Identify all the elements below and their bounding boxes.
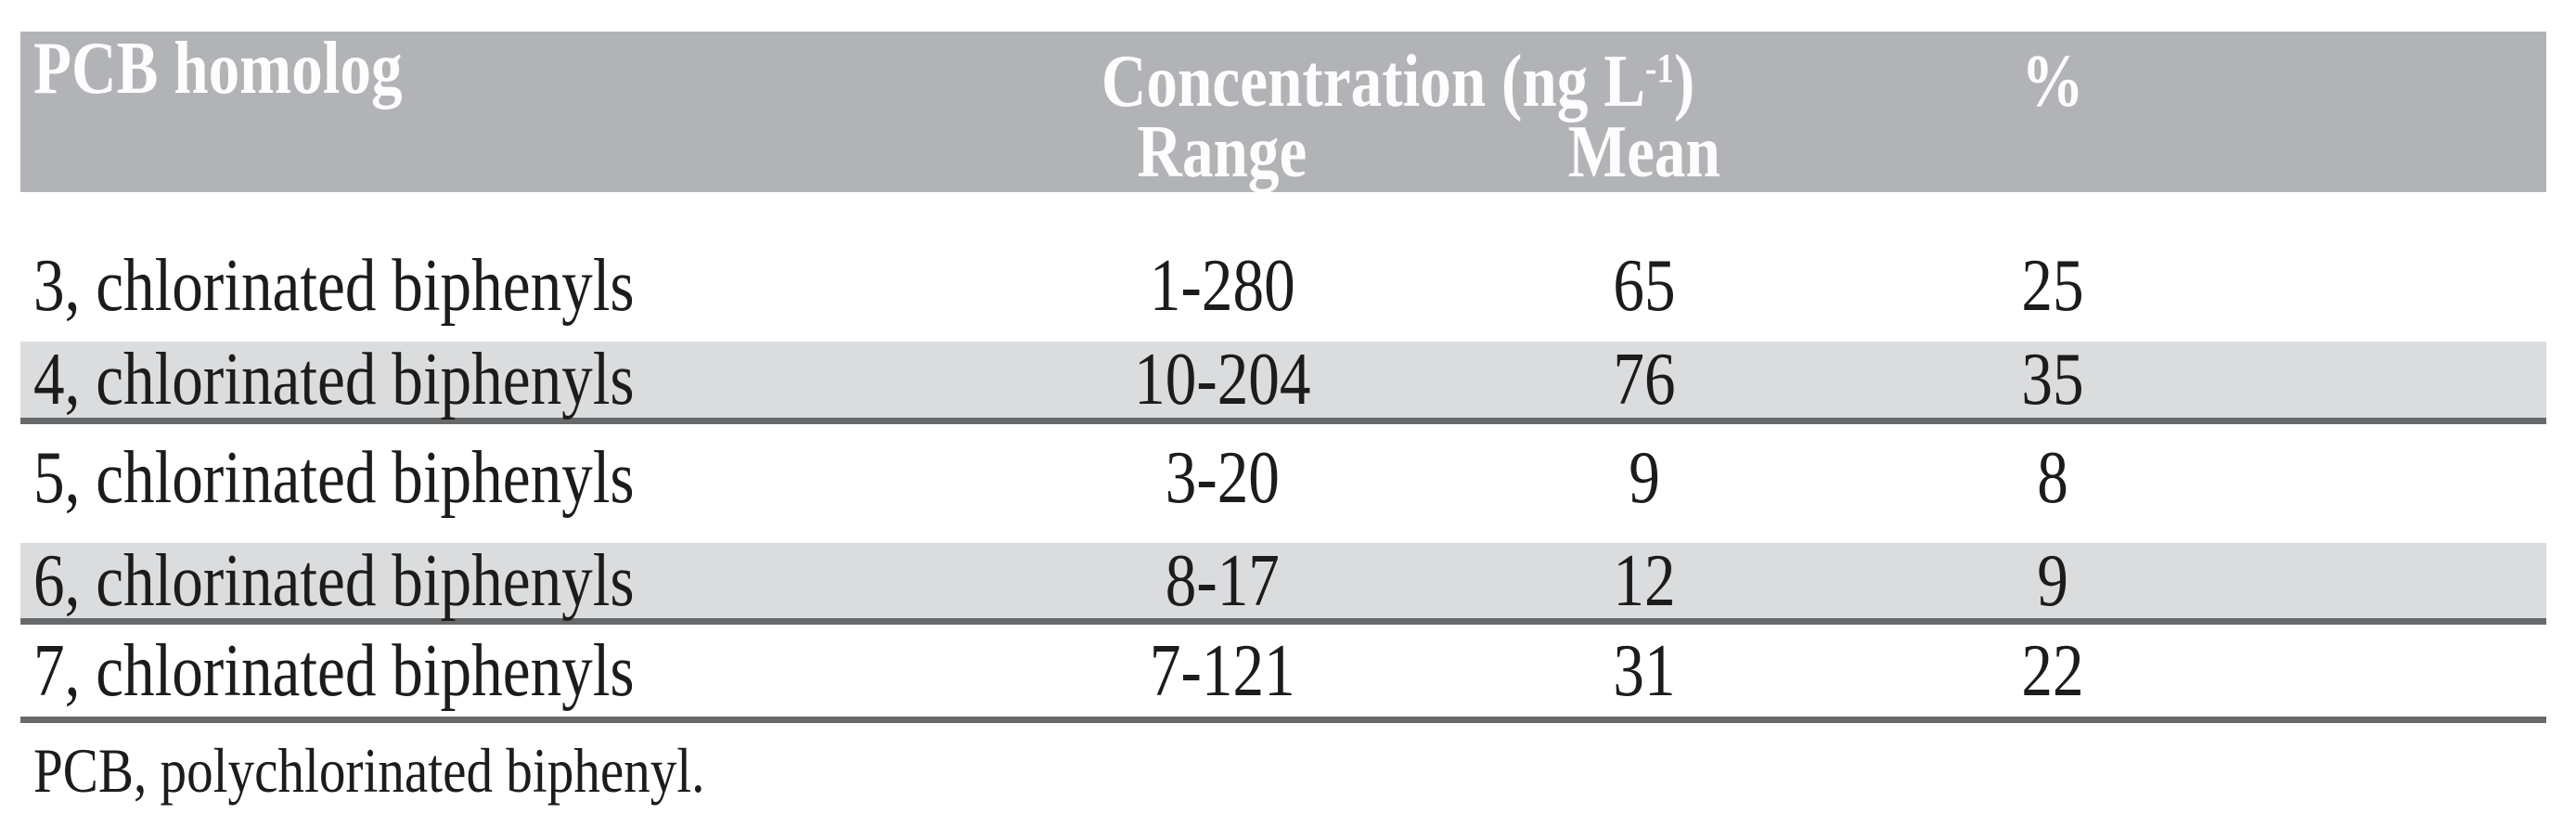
percent-value: 8 xyxy=(2037,437,2068,519)
concentration-unit-exponent: -1 xyxy=(1645,45,1675,91)
table-row: 6, chlorinated biphenyls 8-17 12 9 xyxy=(20,543,2546,625)
row-label: 4, chlorinated biphenyls xyxy=(33,339,635,420)
range-cell: 3-20 xyxy=(976,424,1468,543)
column-subheader-mean: Mean xyxy=(1468,115,1821,192)
spacer-cell xyxy=(2285,192,2546,342)
percent-cell: 35 xyxy=(1821,342,2285,418)
column-header-pcb-homolog: PCB homolog xyxy=(20,32,976,106)
percent-cell: 25 xyxy=(1821,192,2285,342)
table-row: 3, chlorinated biphenyls 1-280 65 25 xyxy=(20,192,2546,342)
mean-value: 31 xyxy=(1613,629,1676,712)
row-label: 6, chlorinated biphenyls xyxy=(33,539,635,622)
mean-value: 12 xyxy=(1613,539,1676,622)
column-header-percent: % xyxy=(1821,32,2285,119)
range-value: 7-121 xyxy=(1149,629,1295,712)
range-label: Range xyxy=(1137,111,1307,193)
range-cell: 1-280 xyxy=(976,192,1468,342)
mean-value: 76 xyxy=(1613,339,1676,420)
mean-cell: 12 xyxy=(1468,543,1821,618)
range-cell: 10-204 xyxy=(976,342,1468,418)
row-label-cell: 7, chlorinated biphenyls xyxy=(20,625,976,717)
percent-cell: 22 xyxy=(1821,625,2285,717)
range-cell: 7-121 xyxy=(976,625,1468,717)
percent-cell: 9 xyxy=(1821,543,2285,618)
row-label: 3, chlorinated biphenyls xyxy=(33,245,635,327)
percent-value: 22 xyxy=(2021,629,2084,712)
column-header-concentration: Concentration (ng L-1) xyxy=(976,32,1821,119)
mean-cell: 9 xyxy=(1468,424,1821,543)
spacer-cell xyxy=(2285,424,2546,543)
mean-label: Mean xyxy=(1567,111,1721,193)
pcb-homolog-label: PCB homolog xyxy=(33,28,403,110)
percent-value: 35 xyxy=(2021,339,2084,420)
column-subheader-range: Range xyxy=(976,115,1468,192)
percent-value: 25 xyxy=(2021,245,2084,327)
table-header: PCB homolog Concentration (ng L-1) % Ran… xyxy=(20,32,2546,192)
range-value: 1-280 xyxy=(1149,245,1295,327)
mean-cell: 65 xyxy=(1468,192,1821,342)
table-row: 5, chlorinated biphenyls 3-20 9 8 xyxy=(20,424,2546,543)
range-value: 10-204 xyxy=(1133,339,1311,420)
row-label-cell: 6, chlorinated biphenyls xyxy=(20,543,976,618)
range-cell: 8-17 xyxy=(976,543,1468,618)
mean-value: 65 xyxy=(1613,245,1676,327)
mean-cell: 76 xyxy=(1468,342,1821,418)
table-footnote: PCB, polychlorinated biphenyl. xyxy=(20,737,2546,804)
spacer-cell xyxy=(2285,342,2546,418)
mean-value: 9 xyxy=(1629,437,1660,519)
row-label-cell: 4, chlorinated biphenyls xyxy=(20,342,976,418)
row-label: 5, chlorinated biphenyls xyxy=(33,437,635,519)
range-value: 8-17 xyxy=(1165,539,1280,622)
footnote-text: PCB, polychlorinated biphenyl. xyxy=(33,735,705,806)
concentration-unit-prefix: Concentration (ng L xyxy=(1101,41,1646,123)
percent-value: 9 xyxy=(2037,539,2068,622)
concentration-label: Concentration (ng L-1) xyxy=(1101,45,1694,130)
table-row: 7, chlorinated biphenyls 7-121 31 22 xyxy=(20,625,2546,723)
row-label-cell: 3, chlorinated biphenyls xyxy=(20,192,976,342)
range-value: 3-20 xyxy=(1165,437,1280,519)
spacer-cell xyxy=(2285,543,2546,618)
percent-cell: 8 xyxy=(1821,424,2285,543)
table-row: 4, chlorinated biphenyls 10-204 76 35 xyxy=(20,342,2546,424)
row-label: 7, chlorinated biphenyls xyxy=(33,629,635,712)
pcb-homolog-table: PCB homolog Concentration (ng L-1) % Ran… xyxy=(20,32,2546,804)
concentration-unit-suffix: ) xyxy=(1674,41,1695,123)
spacer-cell xyxy=(2285,625,2546,717)
mean-cell: 31 xyxy=(1468,625,1821,717)
row-label-cell: 5, chlorinated biphenyls xyxy=(20,424,976,543)
percent-label: % xyxy=(2021,41,2084,123)
